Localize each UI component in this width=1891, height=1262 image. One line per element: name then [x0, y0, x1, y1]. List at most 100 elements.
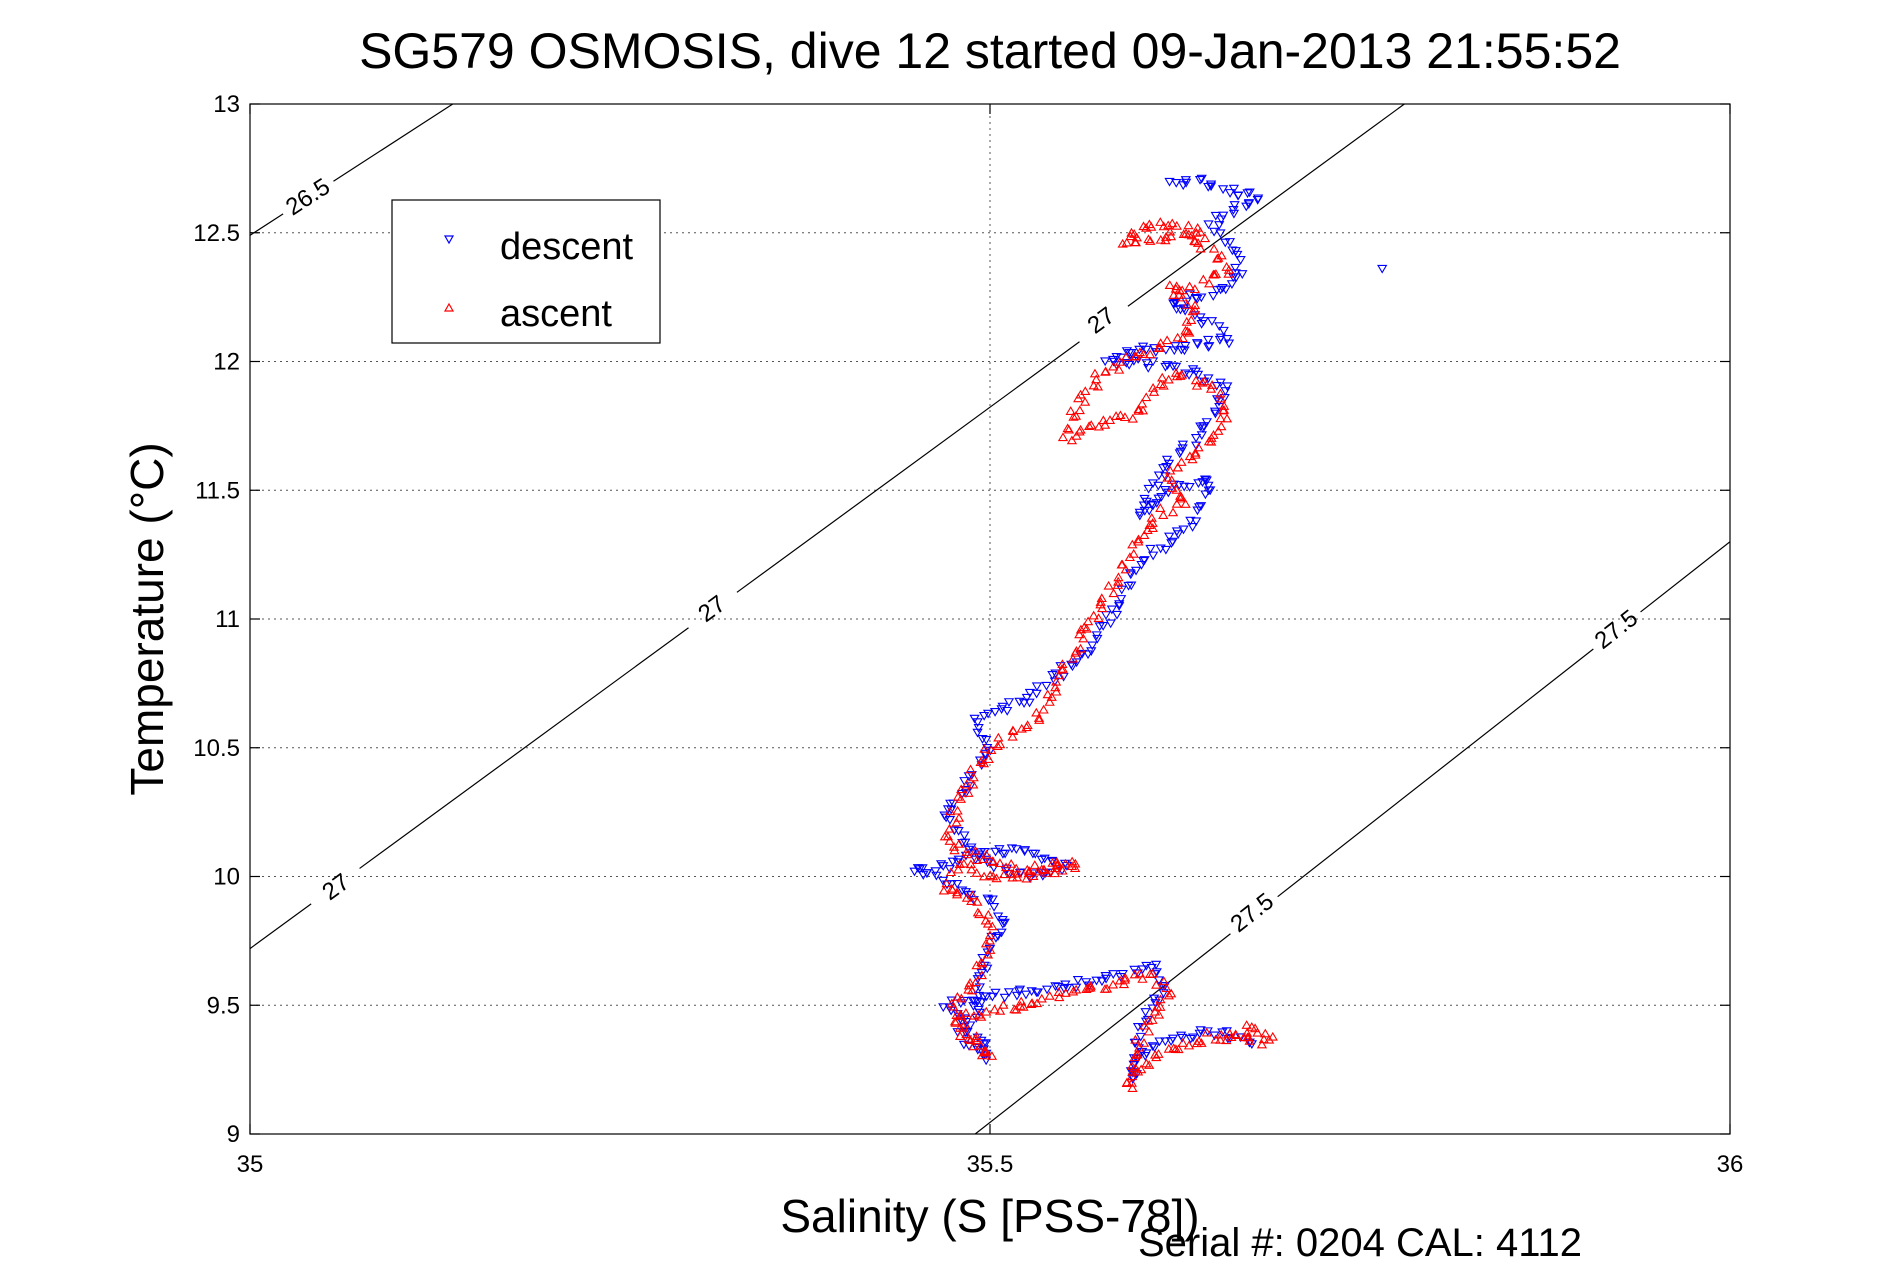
descent-point	[1228, 184, 1240, 194]
descent-point	[1208, 292, 1219, 301]
ascent-point	[968, 772, 979, 782]
ascent-point	[1174, 285, 1185, 294]
ascent-point	[1187, 454, 1198, 464]
ascent-point	[1008, 726, 1019, 736]
ascent-point	[1088, 610, 1099, 620]
ascent-point	[1132, 1066, 1144, 1076]
ascent-point	[958, 858, 970, 868]
ascent-point	[1160, 232, 1172, 241]
ascent-point	[1066, 435, 1078, 445]
ascent-point	[995, 739, 1006, 749]
descent-point	[1013, 987, 1025, 997]
ascent-point	[955, 794, 967, 803]
descent-point	[1146, 963, 1157, 973]
descent-point	[1190, 433, 1202, 443]
ascent-point	[1183, 229, 1195, 239]
ascent-point	[1177, 333, 1188, 343]
descent-point	[1215, 229, 1226, 239]
ascent-point	[1129, 229, 1140, 238]
ascent-point	[1057, 659, 1068, 669]
descent-point	[1203, 182, 1214, 192]
descent-point	[973, 1005, 984, 1015]
descent-point	[1227, 246, 1238, 256]
ascent-point	[1165, 465, 1176, 475]
ascent-point	[1006, 869, 1017, 878]
descent-point	[1071, 983, 1082, 993]
descent-point	[997, 702, 1008, 712]
descent-point	[1185, 516, 1196, 526]
ascent-point	[952, 991, 963, 1001]
descent-point	[1205, 180, 1217, 190]
ascent-point	[1152, 1001, 1163, 1011]
descent-point	[1242, 189, 1253, 199]
y-tick-label: 11.5	[195, 477, 240, 504]
ascent-point	[1189, 305, 1201, 314]
descent-point	[1116, 585, 1127, 595]
ascent-point	[980, 915, 991, 925]
ascent-point	[1121, 1077, 1133, 1087]
ascent-point	[1044, 990, 1055, 1000]
ascent-point	[1086, 420, 1097, 429]
descent-point	[1178, 525, 1189, 535]
ascent-point	[1258, 1034, 1270, 1044]
ascent-point	[963, 788, 974, 797]
ascent-point	[1208, 243, 1220, 253]
descent-point	[1180, 176, 1191, 185]
ascent-point	[1184, 281, 1195, 291]
ascent-point	[1158, 976, 1170, 986]
descent-point	[1164, 532, 1175, 542]
ascent-point	[1120, 972, 1131, 982]
descent-point	[996, 928, 1007, 938]
descent-point	[1153, 494, 1164, 504]
descent-point	[1197, 478, 1208, 487]
ascent-point	[1221, 262, 1232, 271]
ascent-point	[1121, 237, 1132, 247]
descent-point	[971, 1043, 983, 1053]
ascent-point	[960, 1008, 972, 1017]
ascent-point	[1075, 643, 1086, 653]
ascent-point	[983, 754, 994, 764]
descent-point	[958, 1040, 970, 1050]
descent-point	[1134, 508, 1145, 518]
descent-point	[1194, 175, 1206, 185]
descent-point	[1024, 688, 1036, 698]
descent-point	[1141, 359, 1152, 369]
descent-point	[1179, 346, 1190, 356]
ascent-point	[1103, 580, 1114, 590]
descent-point	[1222, 382, 1233, 392]
descent-point	[1041, 985, 1053, 995]
descent-point	[1031, 689, 1042, 699]
descent-point	[1006, 844, 1018, 854]
ascent-point	[1199, 233, 1211, 243]
descent-point	[1113, 602, 1125, 611]
descent-point	[1224, 238, 1236, 247]
descent-point	[1214, 322, 1225, 332]
ascent-point	[1051, 686, 1062, 696]
descent-point	[1193, 479, 1204, 488]
descent-point	[1114, 600, 1125, 610]
ascent-point	[976, 970, 988, 980]
ascent-point	[1133, 534, 1144, 544]
ascent-point	[1050, 682, 1061, 692]
ascent-point	[1171, 220, 1182, 230]
descent-point	[1153, 471, 1165, 481]
ascent-point	[1175, 490, 1186, 500]
ascent-point	[970, 977, 982, 987]
descent-point	[1100, 971, 1111, 981]
descent-point	[1126, 349, 1137, 358]
ascent-point	[968, 779, 979, 789]
ascent-point	[953, 838, 965, 848]
ascent-point	[956, 784, 967, 794]
descent-point	[1100, 611, 1112, 620]
ascent-point	[1046, 692, 1057, 701]
ascent-point	[971, 855, 983, 864]
ascent-point	[974, 909, 985, 919]
descent-point	[1041, 681, 1052, 691]
y-tick-label: 10.5	[193, 735, 240, 762]
ascent-point	[1107, 979, 1119, 989]
ascent-point	[1060, 858, 1071, 868]
ascent-point	[1181, 316, 1192, 326]
descent-point	[1047, 856, 1058, 866]
ascent-point	[1018, 1002, 1029, 1011]
descent-point	[1231, 273, 1242, 283]
